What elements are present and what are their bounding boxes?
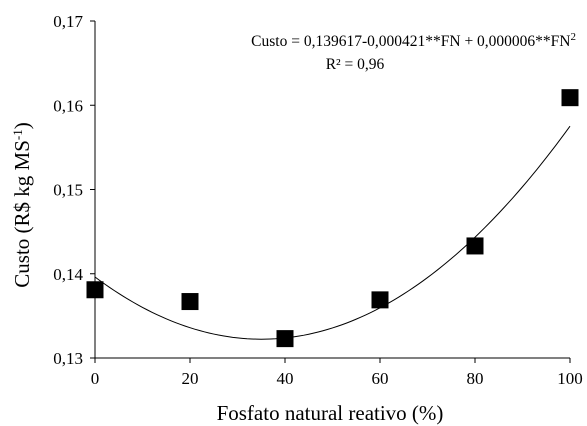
data-points — [86, 89, 579, 348]
x-tick-label: 20 — [182, 369, 199, 388]
data-point — [561, 89, 579, 107]
r-squared-label: R² = 0,96 — [326, 56, 385, 73]
y-tick-label: 0,14 — [53, 265, 83, 284]
x-tick-label: 100 — [557, 369, 583, 388]
y-tick-label: 0,16 — [53, 96, 83, 115]
x-ticks: 0 20 40 60 80 100 — [91, 358, 583, 388]
x-tick-label: 80 — [467, 369, 484, 388]
regression-equation: Custo = 0,139617-0,000421**FN + 0,000006… — [251, 31, 576, 50]
x-tick-label: 0 — [91, 369, 100, 388]
regression-curve — [94, 125, 571, 340]
y-ticks: 0,13 0,14 0,15 0,16 0,17 — [53, 12, 95, 368]
x-axis-label: Fosfato natural reativo (%) — [217, 401, 444, 425]
data-point — [86, 281, 104, 299]
y-axis-label: Custo (R$ kg MS-1) — [10, 122, 34, 287]
data-point — [276, 330, 294, 348]
x-tick-label: 60 — [372, 369, 389, 388]
x-tick-label: 40 — [277, 369, 294, 388]
data-point — [181, 293, 199, 311]
y-tick-label: 0,15 — [53, 181, 83, 200]
y-tick-label: 0,17 — [53, 12, 83, 31]
data-point — [371, 291, 389, 309]
y-tick-label: 0,13 — [53, 349, 83, 368]
axes: 0,13 0,14 0,15 0,16 0,17 0 20 40 60 80 100 — [53, 12, 583, 388]
data-point — [466, 237, 484, 255]
